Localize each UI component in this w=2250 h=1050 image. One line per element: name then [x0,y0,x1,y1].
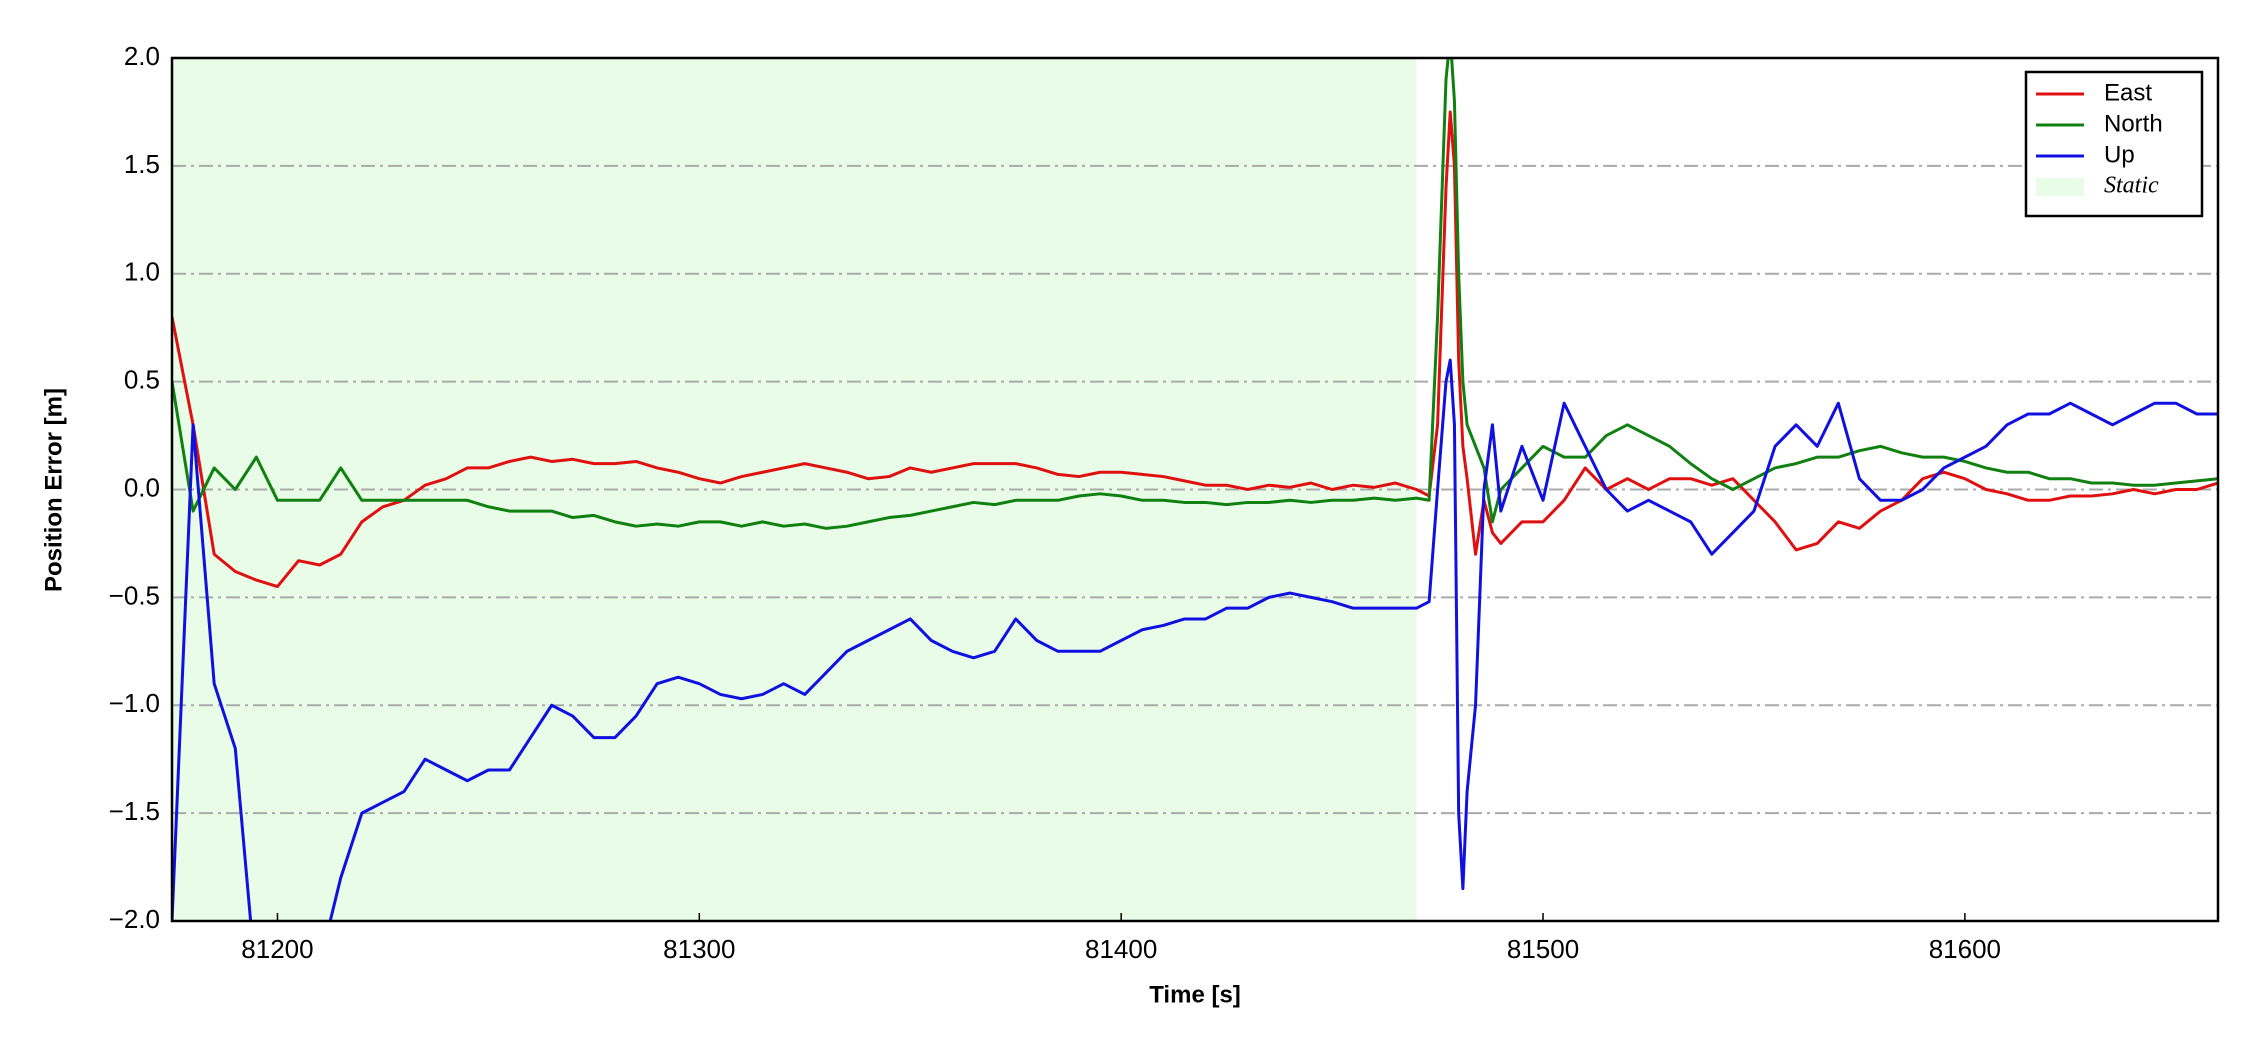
y-axis-label: Position Error [m] [40,388,67,592]
legend-label: East [2104,79,2152,106]
legend-swatch [2036,178,2084,196]
y-tick-label: 1.5 [124,149,160,179]
x-tick-label: 81300 [663,934,735,964]
x-tick-label: 81400 [1085,934,1157,964]
legend-label: North [2104,110,2163,137]
y-tick-label: −2.0 [109,904,160,934]
plot-frame [170,56,2220,923]
y-tick-label: 1.0 [124,257,160,287]
y-tick-label: 0.5 [124,365,160,395]
legend-label: Up [2104,141,2135,168]
line-series [172,110,2218,589]
y-tick-label: 2.0 [124,41,160,71]
plot-area [172,58,2218,921]
y-tick-label: −0.5 [109,580,160,610]
x-axis-label: Time [s] [1149,981,1241,1008]
y-tick-label: 0.0 [124,472,160,502]
x-tick-label: 81600 [1929,934,2001,964]
x-tick-label: 81500 [1507,934,1579,964]
x-tick-label: 81200 [241,934,313,964]
line-series [172,58,2218,530]
y-tick-label: −1.0 [109,688,160,718]
line-series [172,358,2218,921]
y-tick-label: −1.5 [109,796,160,826]
legend-label: Static [2104,173,2159,199]
